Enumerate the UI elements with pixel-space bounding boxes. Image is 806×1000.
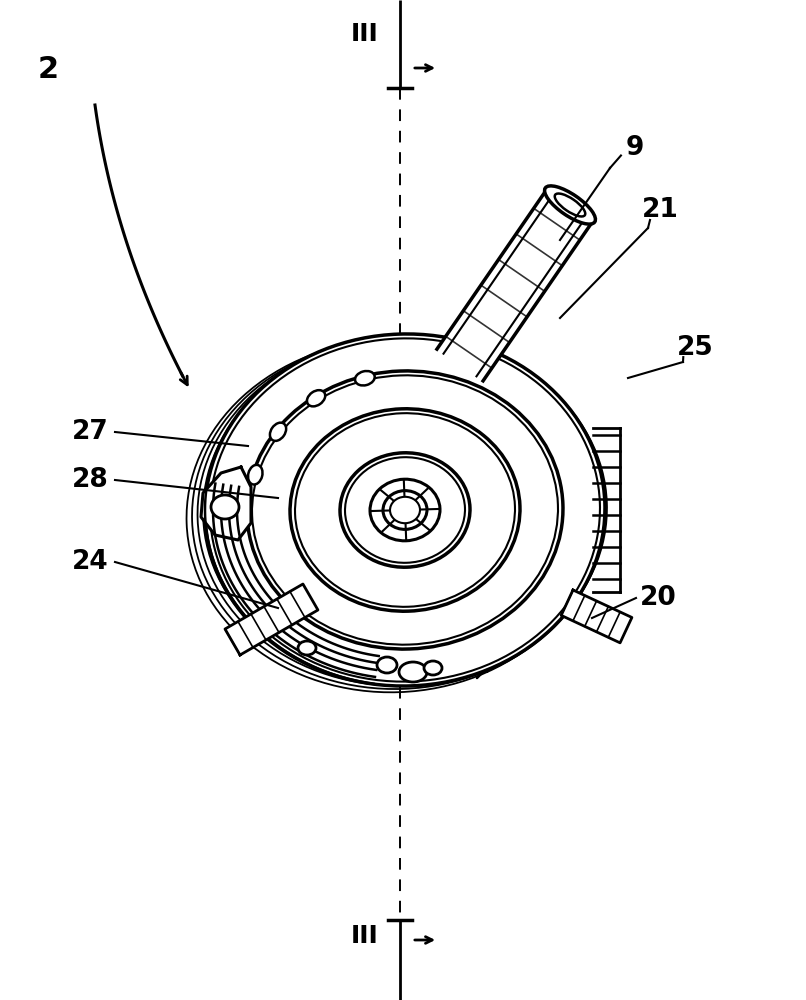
Text: 25: 25 [676, 335, 713, 361]
Ellipse shape [555, 194, 585, 216]
Ellipse shape [270, 423, 286, 441]
Text: III: III [351, 22, 379, 46]
Text: III: III [351, 924, 379, 948]
Ellipse shape [424, 661, 442, 675]
Ellipse shape [355, 371, 375, 385]
Ellipse shape [390, 497, 420, 523]
Ellipse shape [298, 641, 316, 655]
Ellipse shape [383, 491, 427, 529]
Text: 27: 27 [72, 419, 108, 445]
Ellipse shape [205, 334, 605, 686]
Text: 24: 24 [72, 549, 108, 575]
Polygon shape [561, 590, 632, 643]
Ellipse shape [399, 662, 427, 682]
Ellipse shape [211, 495, 239, 519]
Polygon shape [201, 467, 251, 540]
Text: 21: 21 [642, 197, 679, 223]
Ellipse shape [370, 479, 440, 541]
Ellipse shape [247, 371, 563, 649]
Text: 2: 2 [37, 55, 59, 85]
Text: 28: 28 [72, 467, 108, 493]
Polygon shape [225, 584, 318, 655]
Ellipse shape [340, 453, 470, 567]
Polygon shape [437, 189, 593, 381]
Text: 20: 20 [640, 585, 676, 611]
Ellipse shape [545, 186, 596, 224]
Ellipse shape [248, 465, 263, 485]
Text: 9: 9 [625, 135, 644, 161]
Ellipse shape [377, 657, 397, 673]
Ellipse shape [290, 409, 520, 611]
Ellipse shape [307, 390, 325, 406]
